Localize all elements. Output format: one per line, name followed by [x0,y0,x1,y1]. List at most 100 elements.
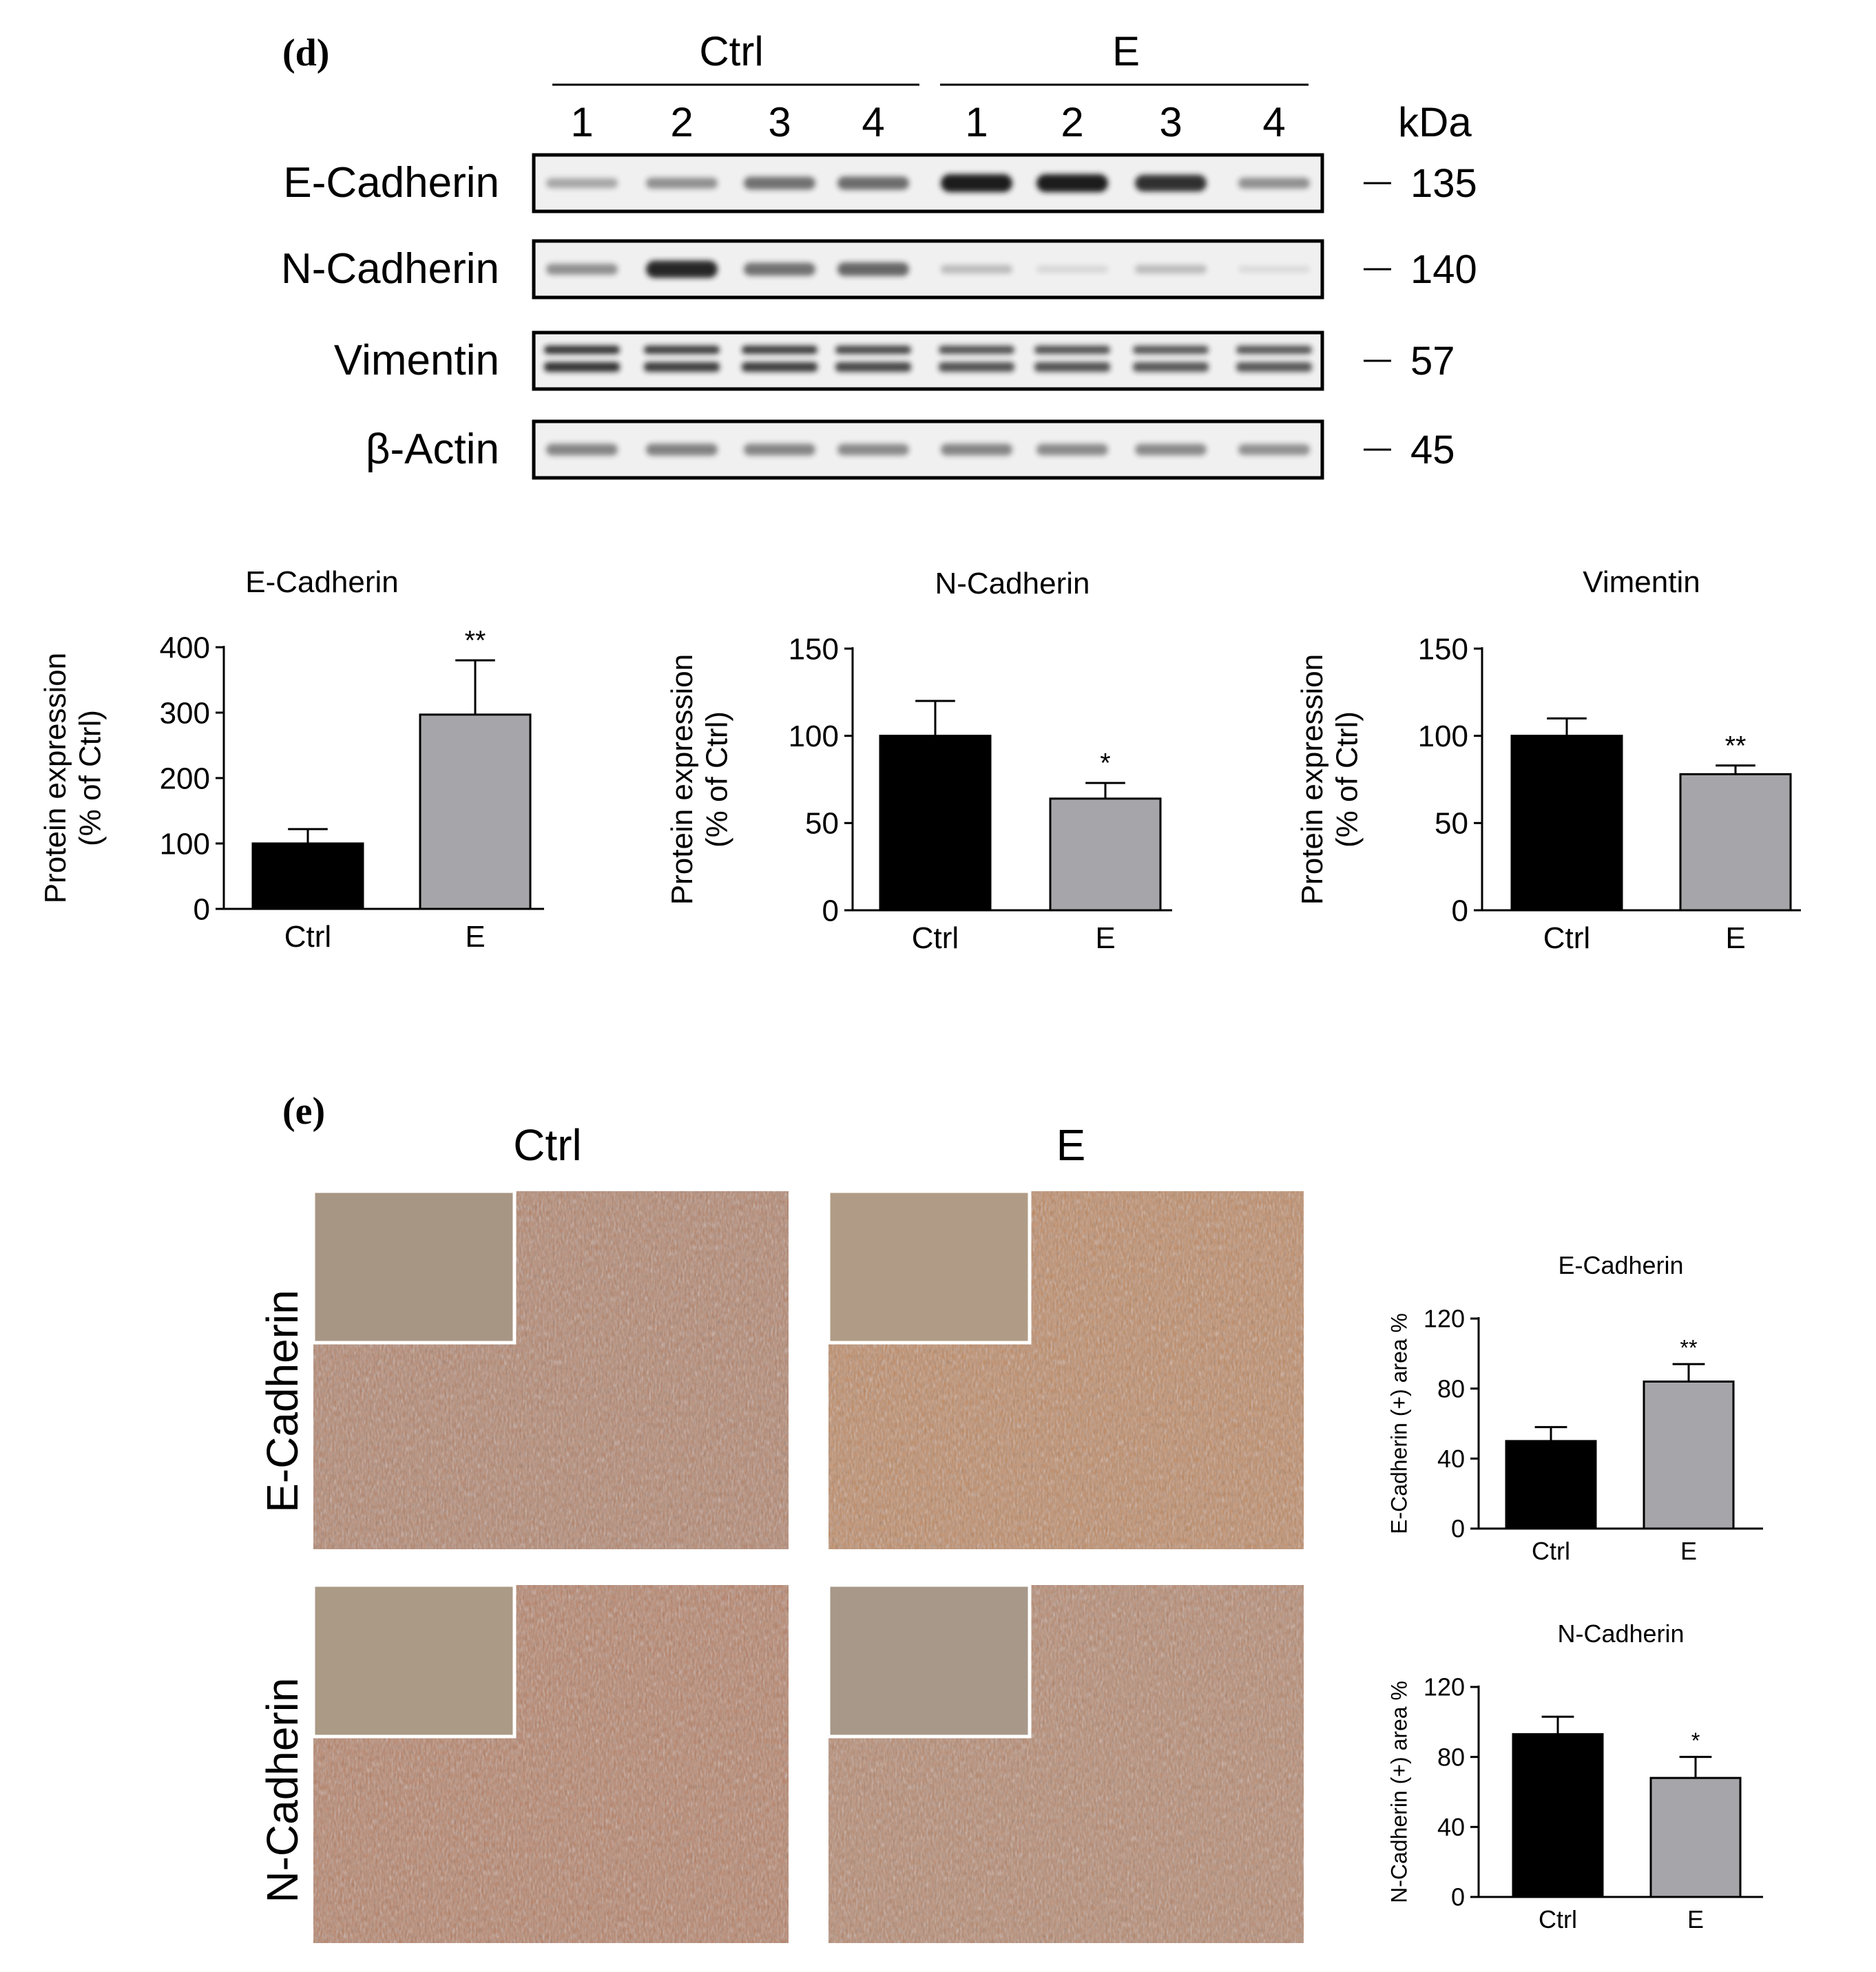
y-tick-label: 120 [1424,1673,1465,1701]
band [1238,443,1310,456]
chart-title: Vimentin [1583,565,1700,599]
bar [1643,1381,1735,1530]
lane-number: 1 [570,99,593,145]
y-tick-label: 0 [194,892,210,926]
bar [879,735,992,912]
band [1236,346,1312,354]
micrograph-inset [826,1189,1032,1345]
y-axis-label: Protein expression (% of Ctrl) [39,653,107,903]
lane-number: 2 [1061,99,1083,145]
x-tick-label: E [1095,921,1115,955]
lane-number: 4 [1262,99,1285,145]
band [1036,443,1108,456]
micrograph-e-n-cadherin [826,1583,1304,1943]
kda-label: kDa [1398,99,1472,145]
band [744,176,815,190]
band [646,443,718,456]
bar [251,842,364,910]
y-tick-label: 150 [789,632,839,666]
bar [1510,735,1623,912]
kda-value: 45 [1410,428,1455,472]
y-tick-label: 100 [789,720,839,753]
y-tick-label: 40 [1437,1445,1465,1473]
blot-membrane [532,331,1324,391]
lane-number: 1 [965,99,988,145]
band [1034,346,1110,354]
chart-title: N-Cadherin [935,567,1090,600]
panel-e: (e) Ctrl E E-Cadherin N-Cadherin [258,1090,1304,1943]
micrograph-ctrl-e-cadherin [311,1189,789,1549]
micrograph-col-label-e: E [1056,1120,1086,1170]
y-tick-label: 0 [1452,894,1468,927]
y-tick-label: 200 [160,762,210,795]
band [544,346,620,354]
band [744,443,815,456]
band [1238,266,1310,273]
band [646,177,718,189]
band [1036,174,1108,192]
y-axis-label-line: Protein expression [1295,654,1329,905]
x-tick-label: Ctrl [1532,1537,1570,1565]
y-axis-label-line: E-Cadherin (+) area % [1387,1313,1412,1534]
x-tick-label: E [465,920,485,954]
band [1135,264,1207,274]
x-tick-label: E [1725,921,1745,955]
bar-chart: E-Cadherin Protein expression (% of Ctrl) 0… [39,565,544,954]
x-tick-label: Ctrl [1543,921,1590,955]
band [546,263,618,275]
lane-number: 3 [1159,99,1182,145]
y-tick-label: 80 [1437,1374,1465,1403]
blot-row-actin: β-Actin 45 [366,419,1455,480]
y-tick-label: 100 [1418,720,1468,753]
y-tick-label: 0 [1451,1883,1465,1911]
band [1133,362,1209,372]
y-axis-label-line: Protein expression [665,654,699,905]
bar [1679,773,1792,912]
chart-title: E-Cadherin [245,565,399,599]
micrograph-row-label-n-cadherin: N-Cadherin [258,1677,307,1902]
y-tick-label: 50 [1435,807,1468,841]
panel-e-charts: E-Cadherin E-Cadherin (+) area % 0 40 80 120 C… [1387,1251,1763,1933]
panel-e-letter: (e) [282,1090,325,1133]
y-axis-label-line: (% of Ctrl) [1331,711,1364,848]
bar [1049,797,1162,912]
y-tick-label: 50 [805,807,839,841]
micrograph-ctrl-n-cadherin [311,1583,789,1943]
band [939,362,1014,372]
bar [419,713,532,910]
band [941,443,1012,456]
band [1034,362,1110,372]
band [644,362,720,372]
chart-title: E-Cadherin [1558,1251,1683,1279]
y-axis-label-line: (% of Ctrl) [700,711,734,848]
micrograph-inset [311,1583,517,1739]
band [941,174,1012,192]
blot-row-e-cadherin: E-Cadherin 135 [283,153,1477,213]
bar-chart: N-Cadherin N-Cadherin (+) area % 0 40 80 120 C… [1387,1619,1763,1933]
band [837,262,909,276]
lane-number: 4 [862,99,884,145]
y-axis-label-line: (% of Ctrl) [74,710,107,846]
significance-marker: * [1691,1728,1700,1753]
panel-d: (d) Ctrl E 1 2 3 4 1 2 3 4 kDa E-Cadherin 135 N-C… [281,28,1477,480]
significance-marker: ** [1680,1335,1698,1360]
band [1135,443,1207,456]
y-tick-label: 400 [160,631,210,664]
bar [1505,1440,1597,1530]
bar-chart: N-Cadherin Protein expression (% of Ctrl) 0… [665,567,1172,955]
band [546,178,618,189]
band [742,362,817,372]
bar-chart: Vimentin Protein expression (% of Ctrl) 0 50… [1295,565,1801,955]
y-axis-label: Protein expression (% of Ctrl) [665,654,734,905]
y-axis-label: E-Cadherin (+) area % [1387,1313,1412,1534]
significance-marker: * [1100,748,1110,779]
bar [1512,1733,1604,1898]
blot-label: E-Cadherin [283,159,499,207]
band [644,346,720,354]
lane-number: 3 [768,99,791,145]
band [835,346,911,354]
blot-label: N-Cadherin [281,245,499,293]
micrograph-inset [826,1583,1032,1739]
y-tick-label: 100 [160,827,210,861]
